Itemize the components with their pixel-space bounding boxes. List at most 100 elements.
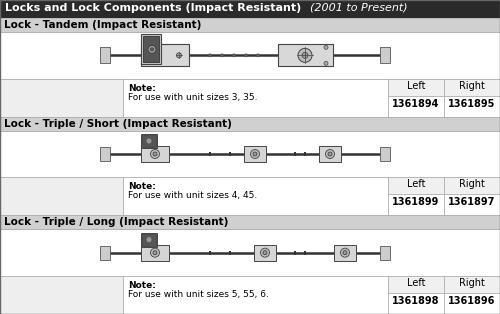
Bar bbox=[388, 293, 444, 314]
Ellipse shape bbox=[253, 152, 257, 156]
Ellipse shape bbox=[150, 149, 160, 159]
Text: Left: Left bbox=[407, 278, 425, 288]
Text: Left: Left bbox=[407, 179, 425, 189]
Bar bbox=[294, 152, 296, 156]
Bar bbox=[444, 96, 500, 117]
Bar bbox=[380, 47, 390, 63]
Ellipse shape bbox=[176, 53, 182, 58]
Bar bbox=[254, 245, 276, 261]
Ellipse shape bbox=[256, 54, 260, 57]
Bar bbox=[100, 147, 110, 161]
Bar bbox=[380, 147, 390, 161]
Text: (2001 to Present): (2001 to Present) bbox=[310, 3, 408, 13]
Text: Right: Right bbox=[459, 278, 485, 288]
Text: Right: Right bbox=[459, 81, 485, 91]
Bar bbox=[142, 234, 156, 246]
Bar bbox=[141, 146, 169, 162]
Ellipse shape bbox=[148, 45, 156, 53]
Bar bbox=[304, 251, 306, 255]
Bar bbox=[0, 18, 500, 32]
Bar bbox=[294, 251, 296, 255]
Ellipse shape bbox=[324, 61, 328, 65]
Text: Note:: Note: bbox=[128, 84, 156, 93]
Ellipse shape bbox=[260, 248, 270, 257]
Ellipse shape bbox=[220, 54, 224, 57]
Text: Note:: Note: bbox=[128, 182, 156, 191]
Text: Note:: Note: bbox=[128, 281, 156, 290]
Bar bbox=[388, 177, 444, 194]
Ellipse shape bbox=[244, 54, 248, 57]
Bar bbox=[209, 152, 211, 156]
Bar bbox=[0, 32, 500, 79]
Bar bbox=[444, 79, 500, 96]
Bar bbox=[141, 134, 157, 148]
Bar bbox=[209, 251, 211, 255]
Bar bbox=[0, 0, 500, 18]
Ellipse shape bbox=[150, 248, 160, 257]
Bar bbox=[388, 79, 444, 96]
Text: Lock - Triple / Short (Impact Resistant): Lock - Triple / Short (Impact Resistant) bbox=[4, 119, 232, 129]
Bar bbox=[100, 246, 110, 260]
Ellipse shape bbox=[328, 152, 332, 156]
Text: For use with unit sizes 3, 35.: For use with unit sizes 3, 35. bbox=[128, 93, 258, 102]
Bar bbox=[141, 245, 169, 261]
Bar bbox=[0, 229, 500, 276]
Bar bbox=[388, 276, 444, 293]
Bar bbox=[444, 276, 500, 293]
Ellipse shape bbox=[324, 45, 328, 49]
Bar bbox=[123, 276, 388, 314]
Ellipse shape bbox=[250, 149, 260, 159]
Ellipse shape bbox=[302, 52, 308, 58]
Text: 1361899: 1361899 bbox=[392, 198, 440, 208]
Bar bbox=[0, 117, 500, 131]
Text: 1361897: 1361897 bbox=[448, 198, 496, 208]
Text: 1361894: 1361894 bbox=[392, 99, 440, 109]
Ellipse shape bbox=[343, 251, 347, 255]
Bar bbox=[123, 177, 388, 215]
Text: Locks and Lock Components (Impact Resistant): Locks and Lock Components (Impact Resist… bbox=[5, 3, 301, 13]
Bar bbox=[0, 215, 500, 229]
Bar bbox=[388, 194, 444, 215]
Bar bbox=[0, 131, 500, 177]
Bar bbox=[141, 34, 161, 64]
Bar bbox=[142, 135, 156, 147]
Ellipse shape bbox=[153, 251, 157, 255]
Bar bbox=[123, 79, 388, 117]
Bar bbox=[319, 146, 341, 162]
Ellipse shape bbox=[150, 48, 154, 51]
Text: 1361895: 1361895 bbox=[448, 99, 496, 109]
Ellipse shape bbox=[263, 251, 267, 255]
Bar bbox=[229, 251, 231, 255]
Ellipse shape bbox=[326, 149, 334, 159]
Ellipse shape bbox=[153, 152, 157, 156]
Text: For use with unit sizes 4, 45.: For use with unit sizes 4, 45. bbox=[128, 191, 257, 200]
Bar bbox=[388, 96, 444, 117]
Bar bbox=[444, 293, 500, 314]
Text: Right: Right bbox=[459, 179, 485, 189]
Text: 1361898: 1361898 bbox=[392, 296, 440, 306]
Bar bbox=[0, 177, 123, 215]
Bar bbox=[100, 47, 110, 63]
Text: Lock - Tandem (Impact Resistant): Lock - Tandem (Impact Resistant) bbox=[4, 20, 202, 30]
Bar bbox=[141, 233, 157, 247]
Ellipse shape bbox=[340, 248, 349, 257]
Bar bbox=[229, 152, 231, 156]
Text: Left: Left bbox=[407, 81, 425, 91]
Bar bbox=[444, 194, 500, 215]
Bar bbox=[0, 79, 123, 117]
Bar bbox=[143, 36, 159, 62]
Text: Lock - Triple / Long (Impact Resistant): Lock - Triple / Long (Impact Resistant) bbox=[4, 217, 228, 227]
Bar bbox=[278, 44, 333, 66]
Ellipse shape bbox=[298, 48, 312, 62]
Bar bbox=[444, 177, 500, 194]
Text: 1361896: 1361896 bbox=[448, 296, 496, 306]
Ellipse shape bbox=[232, 54, 235, 57]
Ellipse shape bbox=[146, 138, 152, 144]
Ellipse shape bbox=[208, 54, 212, 57]
Ellipse shape bbox=[146, 237, 152, 243]
Bar bbox=[334, 245, 356, 261]
Bar bbox=[244, 146, 266, 162]
Bar bbox=[304, 152, 306, 156]
Bar bbox=[141, 44, 189, 66]
Text: For use with unit sizes 5, 55, 6.: For use with unit sizes 5, 55, 6. bbox=[128, 290, 269, 299]
